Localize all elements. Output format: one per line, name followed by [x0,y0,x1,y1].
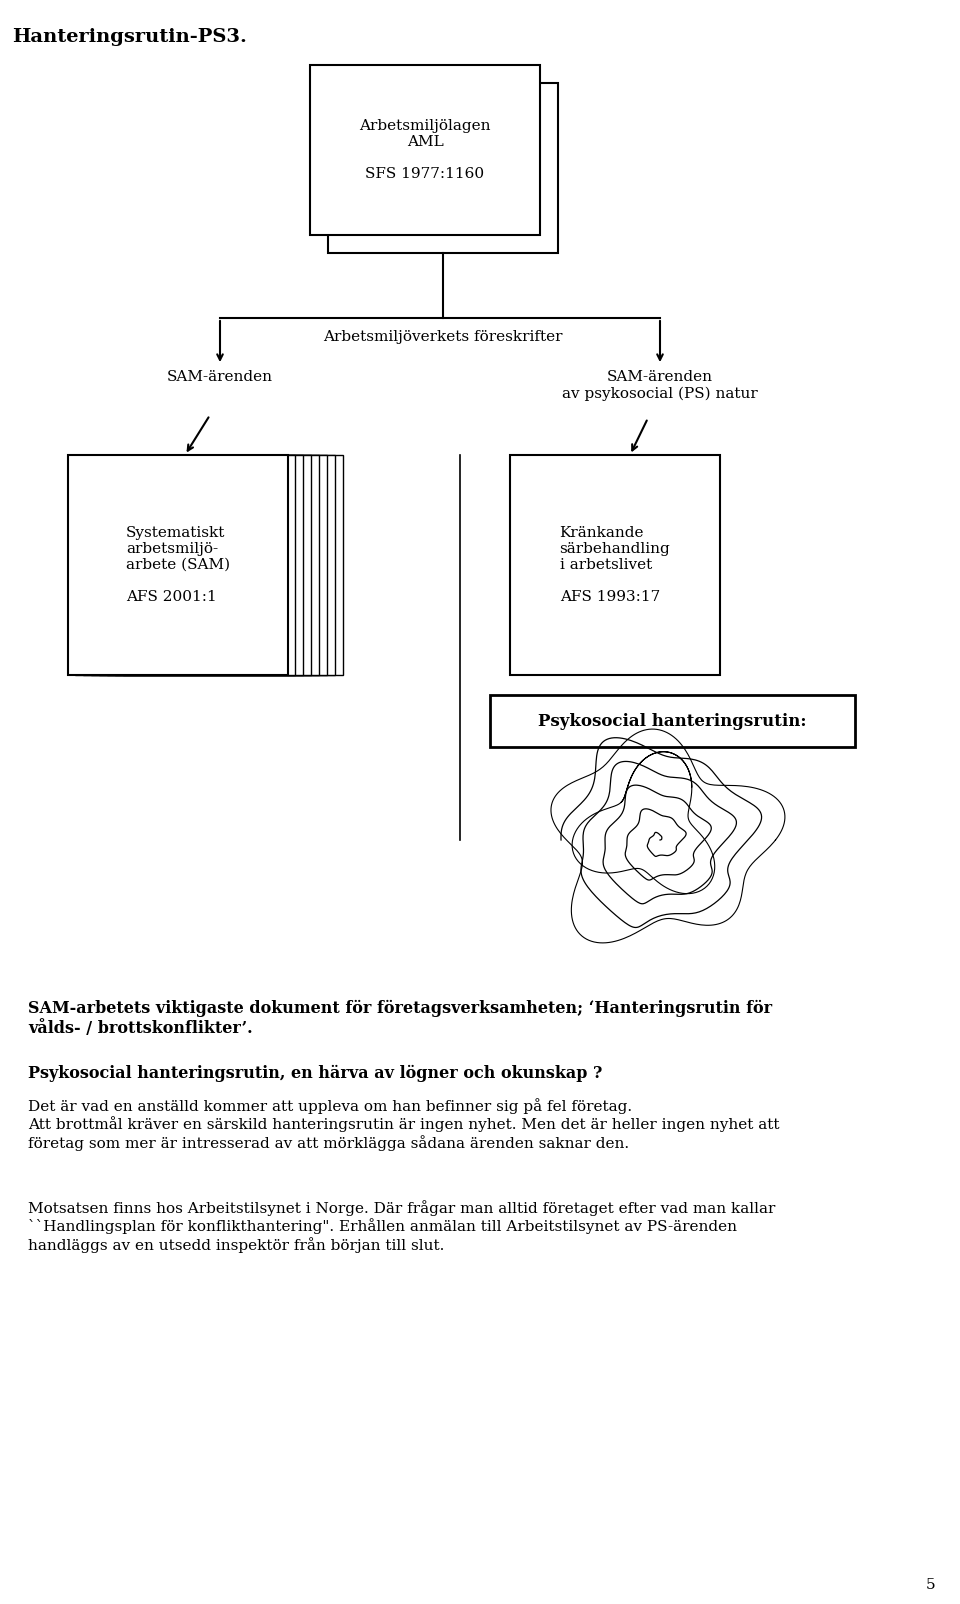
Text: Arbetsmiljö-
förordningen
AMF
SFS 1977:1166: Arbetsmiljö- förordningen AMF SFS 1977:1… [383,136,503,199]
Text: SAM-arbetets viktigaste dokument för företagsverksamheten; ‘Hanteringsrutin för
: SAM-arbetets viktigaste dokument för för… [28,999,772,1036]
Bar [123,456,343,675]
Text: Psykosocial hanteringsrutin, en härva av lögner och okunskap ?: Psykosocial hanteringsrutin, en härva av… [28,1065,602,1083]
Text: SAM-ärenden
av psykosocial (PS) natur: SAM-ärenden av psykosocial (PS) natur [563,371,757,401]
Bar [490,695,855,747]
Text: Hanteringsrutin-PS3.: Hanteringsrutin-PS3. [12,27,247,47]
Text: 5: 5 [925,1578,935,1593]
Text: Det är vad en anställd kommer att uppleva om han befinner sig på fel företag.
At: Det är vad en anställd kommer att upplev… [28,1099,780,1150]
Text: Arbetsmiljölagen
AML

SFS 1977:1160: Arbetsmiljölagen AML SFS 1977:1160 [359,119,491,181]
Bar [83,456,303,675]
Bar [91,456,311,675]
Text: SAM-ärenden: SAM-ärenden [167,371,273,383]
Bar [310,66,540,236]
Bar [68,456,288,675]
Bar [75,456,295,675]
Text: Psykosocial hanteringsrutin:: Psykosocial hanteringsrutin: [539,712,806,730]
Bar [115,456,335,675]
Text: Arbetsmiljöverkets föreskrifter: Arbetsmiljöverkets föreskrifter [324,330,563,343]
Bar [107,456,327,675]
Text: Motsatsen finns hos Arbeitstilsynet i Norge. Där frågar man alltid företaget eft: Motsatsen finns hos Arbeitstilsynet i No… [28,1200,776,1253]
Bar [328,83,558,253]
Bar [510,456,720,675]
Bar [99,456,319,675]
Text: Kränkande
särbehandling
i arbetslivet

AFS 1993:17: Kränkande särbehandling i arbetslivet AF… [560,526,670,605]
Text: Systematiskt
arbetsmiljö-
arbete (SAM)

AFS 2001:1: Systematiskt arbetsmiljö- arbete (SAM) A… [126,526,230,605]
